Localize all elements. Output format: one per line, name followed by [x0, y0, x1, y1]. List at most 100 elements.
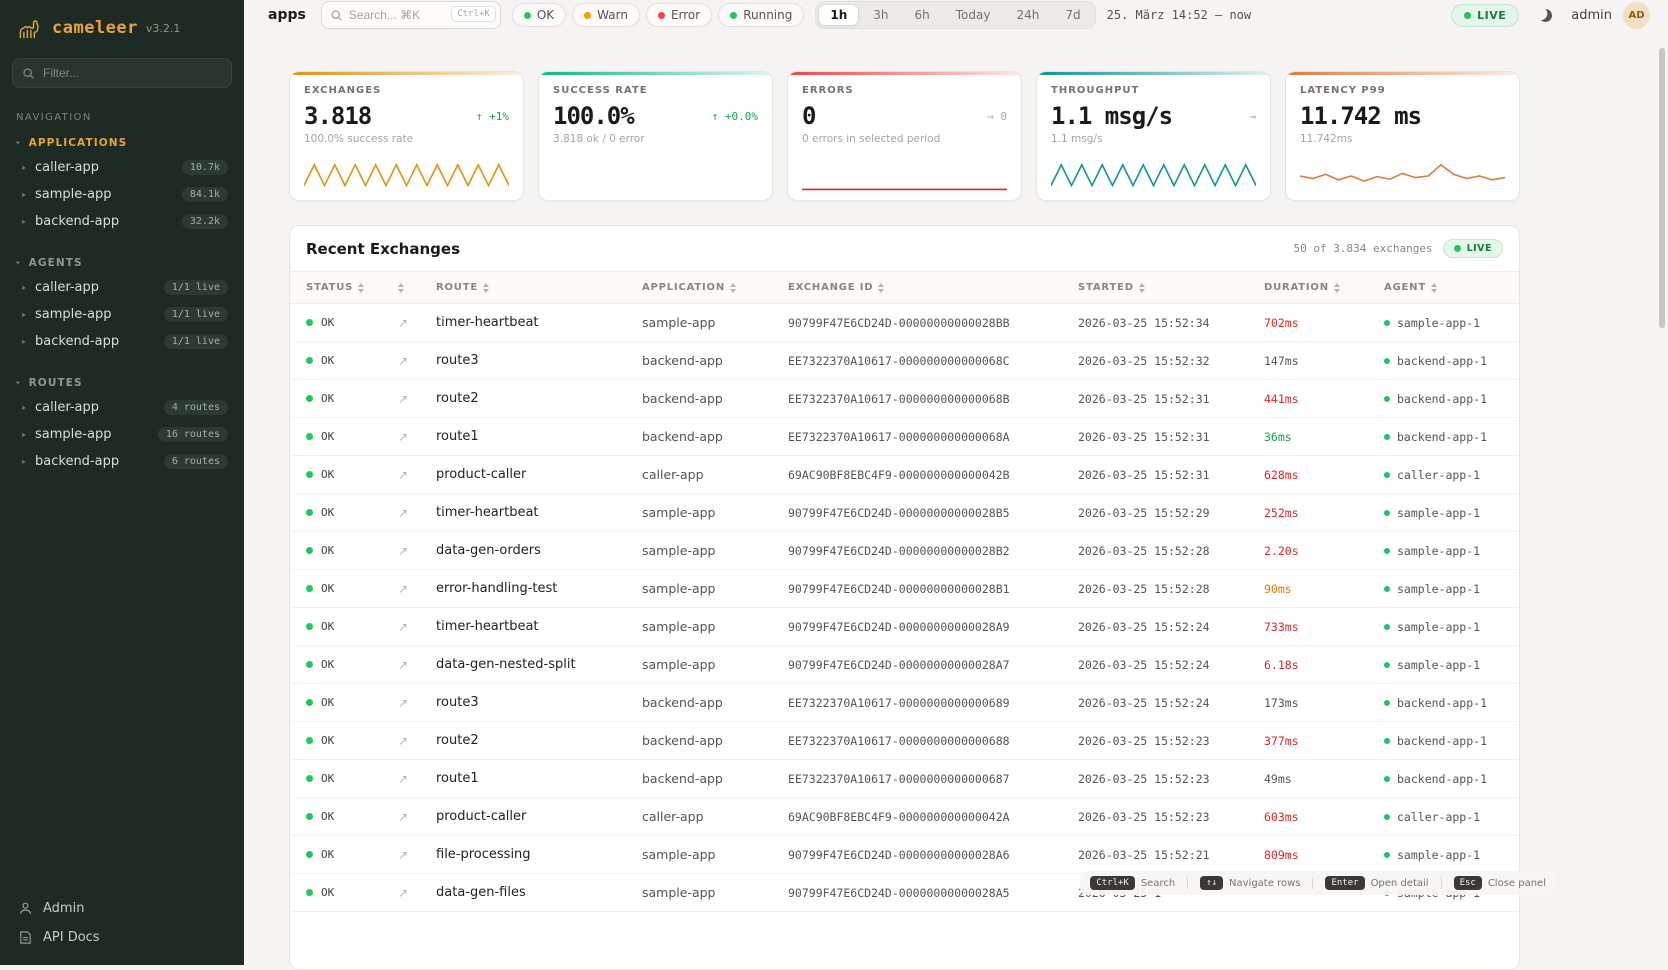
arrow-up-right-icon[interactable]: ↗ [398, 430, 436, 444]
column-label: APPLICATION [642, 282, 725, 293]
table-row[interactable]: OK↗route1backend-appEE7322370A10617-0000… [290, 418, 1519, 456]
section-header-applications[interactable]: ▾APPLICATIONS [0, 131, 244, 154]
sidebar-item-applications-backend-app[interactable]: ▸backend-app32.2k [0, 208, 244, 235]
stat-card-success-rate[interactable]: SUCCESS RATE100.0%↑ +0.0%3.818 ok / 0 er… [538, 71, 773, 201]
column-header-started[interactable]: STARTED [1078, 282, 1264, 293]
agent-status-dot [1384, 700, 1390, 706]
status-dot [306, 775, 313, 782]
arrow-up-right-icon[interactable]: ↗ [398, 810, 436, 824]
duration-cell: 628ms [1264, 468, 1384, 482]
sidebar-item-routes-sample-app[interactable]: ▸sample-app16 routes [0, 421, 244, 448]
table-row[interactable]: OK↗timer-heartbeatsample-app90799F47E6CD… [290, 608, 1519, 646]
table-row[interactable]: OK↗product-callercaller-app69AC90BF8EBC4… [290, 456, 1519, 494]
arrow-up-right-icon[interactable]: ↗ [398, 734, 436, 748]
sidebar-item-applications-sample-app[interactable]: ▸sample-app84.1k [0, 181, 244, 208]
agent-cell: backend-app-1 [1384, 772, 1503, 786]
application-cell: backend-app [642, 695, 788, 710]
count-badge: 10.7k [182, 160, 228, 175]
table-row[interactable]: OK↗route1backend-appEE7322370A10617-0000… [290, 760, 1519, 798]
sidebar-item-label: caller-app [35, 400, 99, 415]
time-range-3h[interactable]: 3h [861, 4, 900, 26]
column-header-application[interactable]: APPLICATION [642, 282, 788, 293]
arrow-up-right-icon[interactable]: ↗ [398, 506, 436, 520]
status-label: OK [321, 696, 334, 709]
agent-status-dot [1384, 472, 1390, 478]
logo[interactable]: cameleer v3.2.1 [0, 0, 244, 54]
time-range-6h[interactable]: 6h [903, 4, 942, 26]
arrow-up-right-icon[interactable]: ↗ [398, 582, 436, 596]
stat-card-latency-p99[interactable]: LATENCY P9911.742 ms11.742ms [1285, 71, 1520, 201]
sidebar-item-agents-caller-app[interactable]: ▸caller-app1/1 live [0, 274, 244, 301]
sidebar-item-agents-backend-app[interactable]: ▸backend-app1/1 live [0, 328, 244, 355]
stat-card-throughput[interactable]: THROUGHPUT1.1 msg/s→1.1 msg/s [1036, 71, 1271, 201]
duration-cell: 49ms [1264, 772, 1384, 786]
section-header-routes[interactable]: ▾ROUTES [0, 371, 244, 394]
agent-label: backend-app-1 [1397, 772, 1487, 786]
agent-cell: backend-app-1 [1384, 430, 1503, 444]
arrow-up-right-icon[interactable]: ↗ [398, 886, 436, 900]
sidebar-item-applications-caller-app[interactable]: ▸caller-app10.7k [0, 154, 244, 181]
arrow-up-right-icon[interactable]: ↗ [398, 468, 436, 482]
sidebar-footer-api-docs[interactable]: API Docs [18, 930, 226, 945]
table-row[interactable]: OK↗timer-heartbeatsample-app90799F47E6CD… [290, 304, 1519, 342]
table-row[interactable]: OK↗product-callercaller-app69AC90BF8EBC4… [290, 798, 1519, 836]
table-row[interactable]: OK↗data-gen-orderssample-app90799F47E6CD… [290, 532, 1519, 570]
filter-chip-warn[interactable]: Warn [572, 3, 640, 27]
table-row[interactable]: OK↗data-gen-nested-splitsample-app90799F… [290, 646, 1519, 684]
filter-chip-running[interactable]: Running [718, 3, 804, 27]
column-header-agent[interactable]: AGENT [1384, 282, 1503, 293]
arrow-up-right-icon[interactable]: ↗ [398, 658, 436, 672]
status-dot [306, 433, 313, 440]
table-row[interactable]: OK↗route2backend-appEE7322370A10617-0000… [290, 380, 1519, 418]
arrow-up-right-icon[interactable]: ↗ [398, 544, 436, 558]
time-range-today[interactable]: Today [944, 4, 1003, 26]
arrow-up-right-icon[interactable]: ↗ [398, 848, 436, 862]
column-header-exchange-id[interactable]: EXCHANGE ID [788, 282, 1078, 293]
sidebar-item-routes-backend-app[interactable]: ▸backend-app6 routes [0, 448, 244, 475]
time-range-24h[interactable]: 24h [1004, 4, 1051, 26]
kbd-key: Esc [1454, 876, 1482, 890]
column-header-route[interactable]: ROUTE [436, 282, 642, 293]
sidebar-footer-admin[interactable]: Admin [18, 901, 226, 916]
column-header-duration[interactable]: DURATION [1264, 282, 1384, 293]
table-row[interactable]: OK↗timer-heartbeatsample-app90799F47E6CD… [290, 494, 1519, 532]
section-header-agents[interactable]: ▾AGENTS [0, 251, 244, 274]
table-row[interactable]: OK↗route2backend-appEE7322370A10617-0000… [290, 722, 1519, 760]
arrow-up-right-icon[interactable]: ↗ [398, 354, 436, 368]
filter-chip-error[interactable]: Error [646, 3, 712, 27]
avatar[interactable]: AD [1623, 2, 1650, 29]
time-range-7d[interactable]: 7d [1053, 4, 1092, 26]
sparkline [802, 160, 1007, 192]
duration-cell: 36ms [1264, 430, 1384, 444]
table-row[interactable]: OK↗route3backend-appEE7322370A10617-0000… [290, 342, 1519, 380]
scrollbar[interactable] [1659, 48, 1665, 328]
arrow-up-right-icon[interactable]: ↗ [398, 620, 436, 634]
divider [1187, 877, 1188, 889]
sidebar-item-label: sample-app [35, 307, 111, 322]
chip-label: Warn [597, 8, 628, 22]
date-range[interactable]: 25. März 14:52 — now [1107, 8, 1252, 22]
sidebar-item-routes-caller-app[interactable]: ▸caller-app4 routes [0, 394, 244, 421]
arrow-up-right-icon[interactable]: ↗ [398, 392, 436, 406]
table-row[interactable]: OK↗route3backend-appEE7322370A10617-0000… [290, 684, 1519, 722]
stat-card-errors[interactable]: ERRORS0→ 00 errors in selected period [787, 71, 1022, 201]
column-header-expand[interactable] [398, 283, 436, 293]
arrow-up-right-icon[interactable]: ↗ [398, 696, 436, 710]
time-range-1h[interactable]: 1h [818, 4, 859, 26]
camel-icon [16, 14, 44, 42]
arrow-up-right-icon[interactable]: ↗ [398, 316, 436, 330]
table-row[interactable]: OK↗file-processingsample-app90799F47E6CD… [290, 836, 1519, 874]
sidebar-filter-input[interactable] [12, 58, 232, 88]
sidebar-item-agents-sample-app[interactable]: ▸sample-app1/1 live [0, 301, 244, 328]
table-row[interactable]: OK↗error-handling-testsample-app90799F47… [290, 570, 1519, 608]
dark-mode-toggle[interactable] [1530, 0, 1560, 30]
column-header-status[interactable]: STATUS [306, 282, 398, 293]
arrow-up-right-icon[interactable]: ↗ [398, 772, 436, 786]
table-live-toggle[interactable]: LIVE [1443, 239, 1503, 258]
filter-chip-ok[interactable]: OK [512, 3, 566, 27]
live-toggle[interactable]: LIVE [1451, 4, 1519, 27]
started-cell: 2026-03-25 15:52:23 [1078, 810, 1264, 824]
card-subtext: 1.1 msg/s [1051, 133, 1256, 145]
stat-card-exchanges[interactable]: EXCHANGES3.818↑ +1%100.0% success rate [289, 71, 524, 201]
card-value: 11.742 ms [1300, 102, 1421, 130]
